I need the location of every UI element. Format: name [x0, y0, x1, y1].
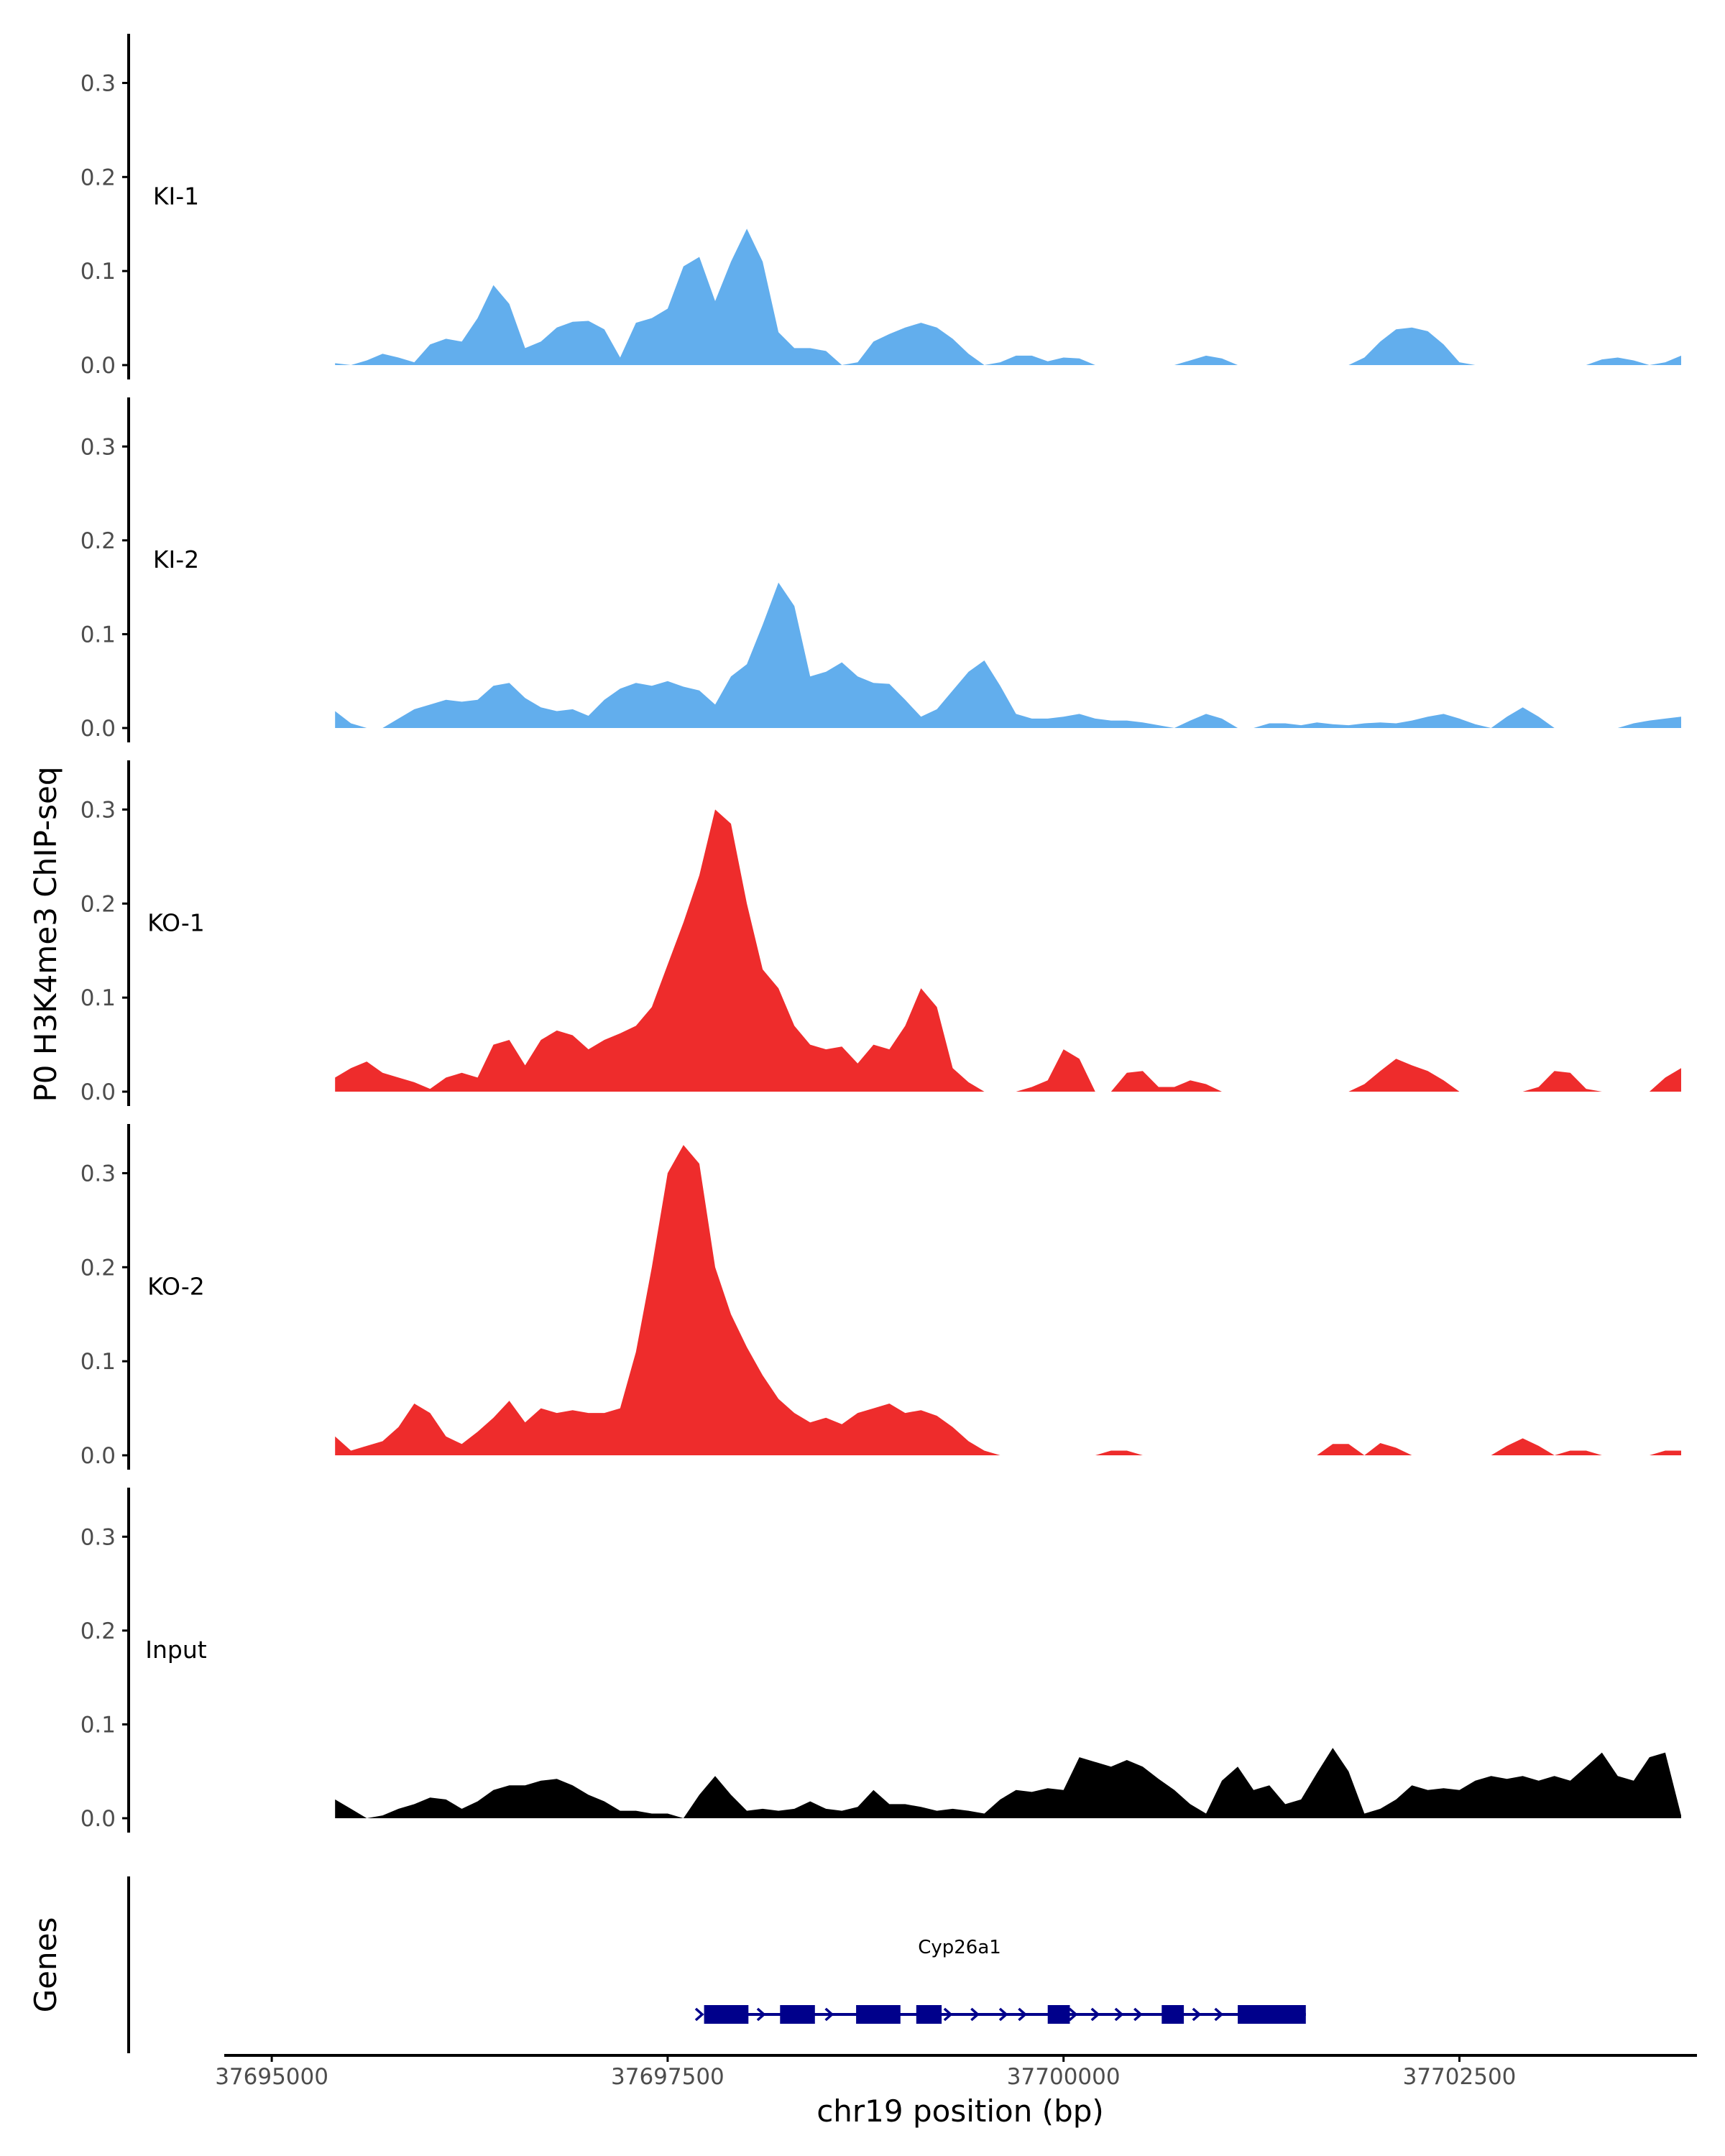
coverage-area-ki-2 [335, 582, 1682, 728]
gene-exon [1047, 2005, 1070, 2024]
gene-exon [856, 2005, 901, 2024]
y-tick-label: 0.0 [80, 716, 116, 742]
track-label: KI-2 [153, 545, 199, 573]
gene-strand-arrow [998, 2007, 1008, 2022]
coverage-area-input [335, 1748, 1682, 1818]
track-ko-2: 0.0 0.1 0.2 0.3 KO-2 [80, 1124, 1682, 1470]
gene-strand-arrow [1192, 2007, 1202, 2022]
gene-exon [780, 2005, 815, 2024]
track-label: KI-1 [153, 182, 199, 210]
y-tick-label: 0.1 [80, 622, 116, 648]
y-tick-label: 0.3 [80, 434, 116, 460]
gene-strand-arrow [970, 2007, 980, 2022]
track-label: Input [145, 1636, 207, 1664]
gene-exon [916, 2005, 942, 2024]
gene-panel: Genes Cyp26a1 [28, 1876, 1306, 2053]
gene-exon [1162, 2005, 1184, 2024]
track-label: KO-2 [147, 1272, 205, 1300]
y-tick-label: 0.3 [80, 1524, 116, 1550]
y-tick-label: 0.2 [80, 1618, 116, 1644]
x-tick-label: 37700000 [1007, 2064, 1121, 2090]
gene-strand-arrow [1214, 2007, 1224, 2022]
gene-strand-arrow [943, 2007, 953, 2022]
gene-exon [704, 2005, 749, 2024]
gene-strand-arrow [1068, 2007, 1078, 2022]
y-tick-label: 0.0 [80, 1806, 116, 1832]
x-tick-label: 37697500 [611, 2064, 724, 2090]
coverage-area-ko-1 [335, 809, 1682, 1092]
y-tick-label: 0.0 [80, 1443, 116, 1469]
track-ki-1: 0.0 0.1 0.2 0.3 KI-1 [80, 34, 1682, 379]
gene-strand-arrow [1133, 2007, 1143, 2022]
track-ki-2: 0.0 0.1 0.2 0.3 KI-2 [80, 397, 1682, 742]
y-tick-label: 0.3 [80, 1161, 116, 1187]
y-tick-label: 0.0 [80, 353, 116, 379]
gene-model [694, 2005, 1306, 2024]
gene-strand-arrow [756, 2007, 766, 2022]
y-tick-label: 0.3 [80, 70, 116, 96]
gene-strand-arrow [1090, 2007, 1100, 2022]
x-tick-label: 37702500 [1403, 2064, 1517, 2090]
gene-strand-arrow [1018, 2007, 1028, 2022]
gene-name-label: Cyp26a1 [918, 1937, 1001, 1958]
track-ko-1: 0.0 0.1 0.2 0.3 KO-1 [80, 760, 1682, 1106]
y-tick-label: 0.2 [80, 891, 116, 917]
x-tick-label: 37695000 [215, 2064, 328, 2090]
y-tick-label: 0.0 [80, 1079, 116, 1105]
track-label: KO-1 [147, 908, 205, 936]
y-tick-label: 0.1 [80, 259, 116, 285]
gene-track-title: Genes [28, 1917, 63, 2013]
track-input: 0.0 0.1 0.2 0.3 Input [80, 1488, 1682, 1833]
y-tick-label: 0.3 [80, 797, 116, 823]
x-axis: chr19 position (bp) 37695000 37697500 3770… [215, 2054, 1697, 2129]
x-axis-title: chr19 position (bp) [816, 2093, 1104, 2129]
y-tick-label: 0.2 [80, 165, 116, 190]
y-axis-title: P0 H3K4me3 ChIP-seq [28, 766, 63, 1102]
gene-exon [1238, 2005, 1306, 2024]
gene-strand-arrow [824, 2007, 834, 2022]
gene-strand-arrow [694, 2007, 704, 2022]
y-tick-label: 0.2 [80, 528, 116, 554]
y-tick-label: 0.1 [80, 1349, 116, 1375]
coverage-area-ko-2 [335, 1145, 1682, 1455]
y-tick-label: 0.1 [80, 985, 116, 1011]
y-tick-label: 0.2 [80, 1255, 116, 1281]
coverage-area-ki-1 [335, 229, 1682, 365]
tracks: 0.00.10.20.3KI-10.00.10.20.3KI-20.00.10.… [80, 34, 1682, 1833]
y-tick-label: 0.1 [80, 1712, 116, 1738]
gene-strand-arrow [1114, 2007, 1124, 2022]
